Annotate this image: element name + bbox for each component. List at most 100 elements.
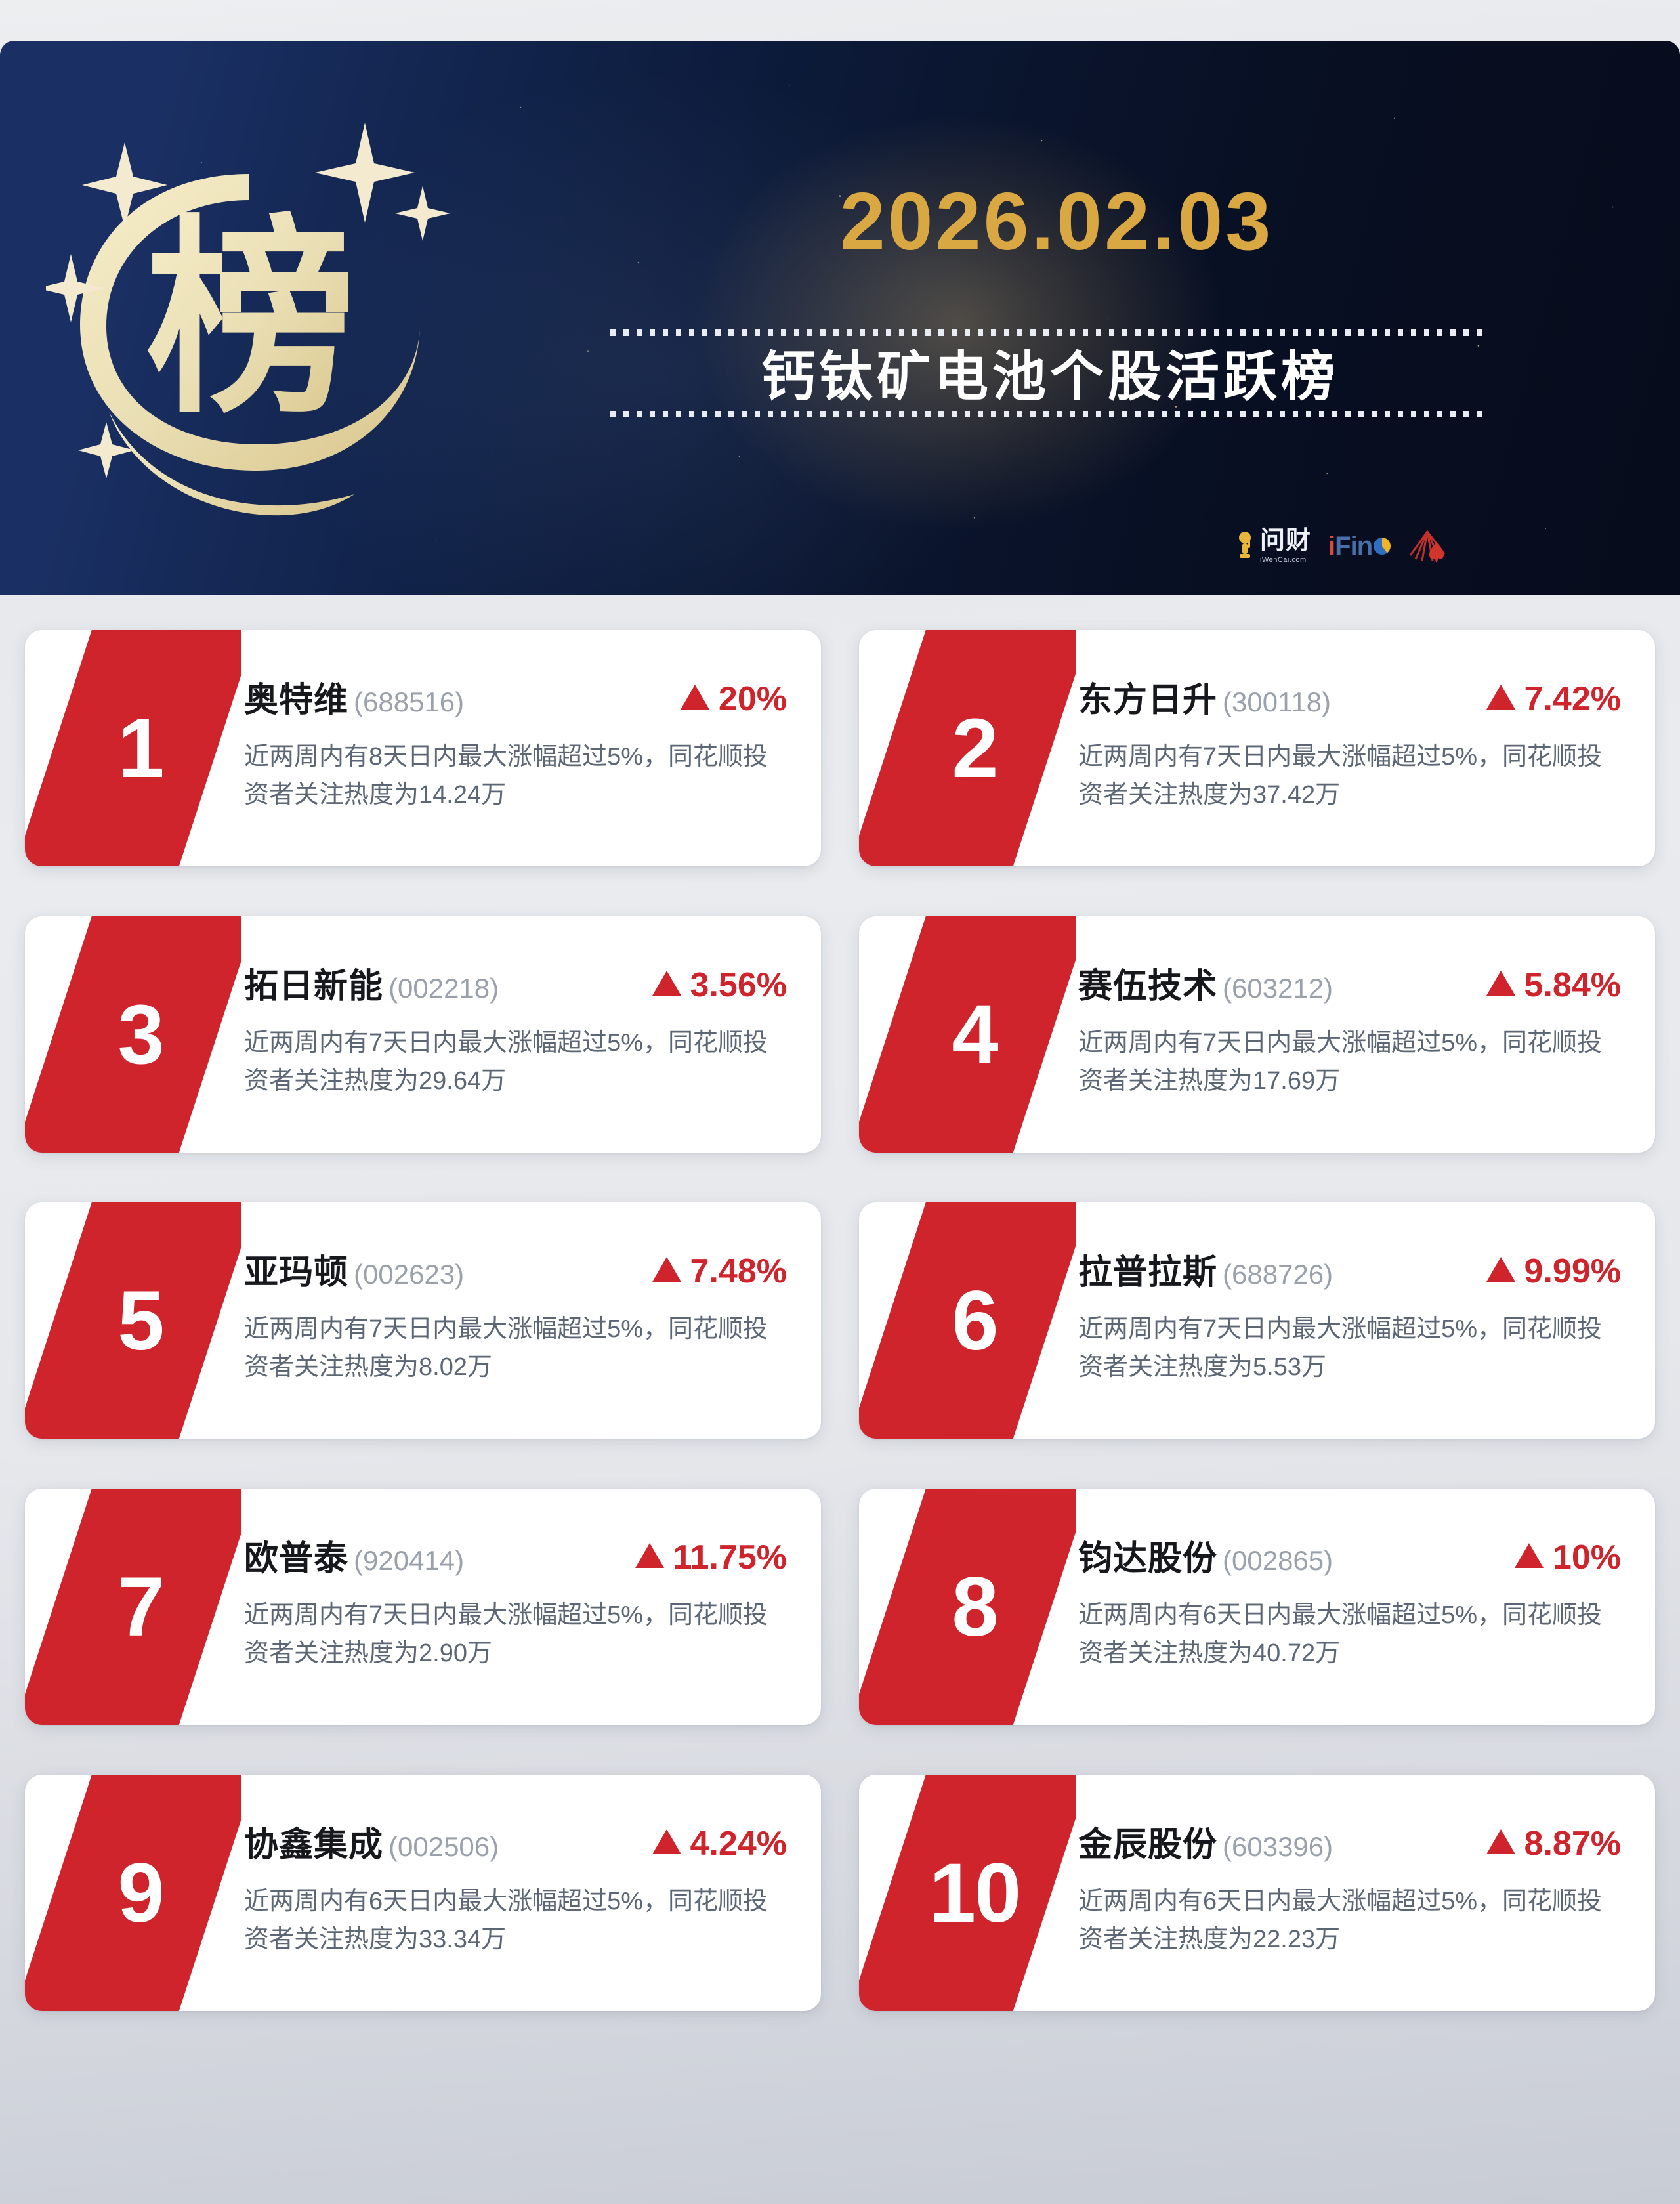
rank-number: 5 xyxy=(117,1273,164,1368)
change-percent: 4.24% xyxy=(652,1824,787,1863)
change-percent: 11.75% xyxy=(635,1538,788,1577)
change-percent: 7.48% xyxy=(652,1252,787,1291)
stock-code: (920414) xyxy=(354,1545,465,1576)
change-percent: 8.87% xyxy=(1486,1824,1621,1863)
rank-badge: 8 xyxy=(859,1489,1076,1725)
rank-card-body: 奥特维 (688516) 20% 近两周内有8天日内最大涨幅超过5%，同花顺投资者关注… xyxy=(242,630,821,866)
triangle-up-icon xyxy=(1486,1829,1515,1854)
stock-description: 近两周内有7天日内最大涨幅超过5%，同花顺投资者关注热度为8.02万 xyxy=(244,1315,768,1381)
stock-name[interactable]: 赛伍技术 xyxy=(1078,967,1218,1006)
change-value: 11.75% xyxy=(673,1538,788,1577)
triangle-up-icon xyxy=(680,685,709,710)
stock-description: 近两周内有7天日内最大涨幅超过5%，同花顺投资者关注热度为17.69万 xyxy=(1078,1029,1603,1095)
rank-card-body: 拉普拉斯 (688726) 9.99% 近两周内有7天日内最大涨幅超过5%，同花顺投资… xyxy=(1076,1202,1655,1439)
rank-badge: 4 xyxy=(859,916,1076,1153)
stock-name[interactable]: 钧达股份 xyxy=(1078,1540,1218,1578)
stock-name[interactable]: 协鑫集成 xyxy=(244,1826,384,1864)
ths-fan-logo-icon xyxy=(1409,530,1446,563)
rank-number: 1 xyxy=(117,701,164,795)
rank-card-body: 协鑫集成 (002506) 4.24% 近两周内有6天日内最大涨幅超过5%，同花顺投资… xyxy=(242,1775,821,2011)
wencai-logo-label: 问财 xyxy=(1260,527,1312,555)
rank-card[interactable]: 6 拉普拉斯 (688726) 9.99% 近两周内有7天日内最大涨幅超过5%，同花顺投… xyxy=(859,1202,1655,1439)
triangle-up-icon xyxy=(1486,685,1515,710)
stock-name[interactable]: 拉普拉斯 xyxy=(1078,1254,1218,1292)
stock-code: (603396) xyxy=(1223,1831,1334,1862)
change-percent: 10% xyxy=(1514,1538,1621,1577)
triangle-up-icon xyxy=(1486,1257,1515,1282)
stock-description: 近两周内有6天日内最大涨幅超过5%，同花顺投资者关注热度为40.72万 xyxy=(1078,1601,1603,1667)
ranking-badge-logo: 榜 xyxy=(37,103,453,536)
rank-card-body: 欧普泰 (920414) 11.75% 近两周内有7天日内最大涨幅超过5%，同花顺投资… xyxy=(242,1489,821,1725)
change-value: 10% xyxy=(1552,1538,1621,1577)
rank-number: 3 xyxy=(117,987,164,1082)
rank-card[interactable]: 7 欧普泰 (920414) 11.75% 近两周内有7天日内最大涨幅超过5%，同花顺投… xyxy=(25,1489,821,1725)
rank-badge: 5 xyxy=(25,1202,242,1439)
rank-card-header: 协鑫集成 (002506) 4.24% xyxy=(244,1817,787,1866)
rank-card-body: 钧达股份 (002865) 10% 近两周内有6天日内最大涨幅超过5%，同花顺投资者关… xyxy=(1076,1489,1655,1725)
stock-code: (002506) xyxy=(388,1831,499,1862)
stock-description: 近两周内有8天日内最大涨幅超过5%，同花顺投资者关注热度为14.24万 xyxy=(244,743,768,809)
rank-badge: 9 xyxy=(25,1775,242,2011)
rank-card[interactable]: 10 金辰股份 (603396) 8.87% 近两周内有6天日内最大涨幅超过5%，同花顺… xyxy=(859,1775,1655,2011)
rank-number: 2 xyxy=(952,701,998,795)
dotted-divider-bottom xyxy=(610,410,1490,417)
triangle-up-icon xyxy=(652,1257,681,1282)
stock-code: (002865) xyxy=(1223,1545,1334,1576)
banner-title: 钙钛矿电池个股活跃榜 xyxy=(761,347,1339,407)
change-value: 20% xyxy=(718,680,787,718)
rank-number: 10 xyxy=(929,1846,1021,1940)
rank-badge: 3 xyxy=(25,916,242,1153)
stock-name[interactable]: 欧普泰 xyxy=(244,1540,349,1578)
brand-logo-row: 问财 iWenCai.com i Fin xyxy=(1234,528,1448,564)
rank-badge: 7 xyxy=(25,1489,242,1725)
rank-card-header: 东方日升 (300118) 7.42% xyxy=(1078,672,1621,721)
change-value: 5.84% xyxy=(1524,966,1621,1004)
change-value: 4.24% xyxy=(690,1825,787,1863)
rank-card[interactable]: 8 钧达股份 (002865) 10% 近两周内有6天日内最大涨幅超过5%，同花顺投资者… xyxy=(859,1489,1655,1725)
banner-date: 2026.02.03 xyxy=(839,177,1274,267)
rank-card-header: 欧普泰 (920414) 11.75% xyxy=(244,1531,787,1580)
rank-badge: 2 xyxy=(859,630,1076,866)
stock-code: (002218) xyxy=(388,973,499,1004)
ifind-logo: i Fin xyxy=(1328,532,1391,561)
rank-card[interactable]: 2 东方日升 (300118) 7.42% 近两周内有7天日内最大涨幅超过5%，同花顺投… xyxy=(859,630,1655,866)
banner-title-block: 钙钛矿电池个股活跃榜 xyxy=(610,329,1490,417)
triangle-up-icon xyxy=(652,1829,681,1854)
dotted-divider-top xyxy=(610,329,1490,336)
rank-card-header: 拉普拉斯 (688726) 9.99% xyxy=(1078,1244,1621,1294)
stock-name[interactable]: 奥特维 xyxy=(244,681,349,719)
triangle-up-icon xyxy=(635,1543,664,1568)
change-percent: 9.99% xyxy=(1486,1252,1621,1291)
rank-card-header: 金辰股份 (603396) 8.87% xyxy=(1078,1817,1621,1866)
rank-card[interactable]: 3 拓日新能 (002218) 3.56% 近两周内有7天日内最大涨幅超过5%，同花顺投… xyxy=(25,916,821,1153)
stock-name[interactable]: 拓日新能 xyxy=(244,967,384,1006)
rank-card[interactable]: 5 亚玛顿 (002623) 7.48% 近两周内有7天日内最大涨幅超过5%，同花顺投资… xyxy=(25,1202,821,1439)
stock-description: 近两周内有6天日内最大涨幅超过5%，同花顺投资者关注热度为33.34万 xyxy=(244,1888,768,1953)
change-value: 3.56% xyxy=(690,966,787,1004)
rank-card[interactable]: 1 奥特维 (688516) 20% 近两周内有8天日内最大涨幅超过5%，同花顺投资者关… xyxy=(25,630,821,866)
change-percent: 5.84% xyxy=(1486,965,1621,1005)
rank-number: 8 xyxy=(952,1559,998,1654)
rank-number: 4 xyxy=(952,987,998,1082)
wencai-mascot-icon xyxy=(1239,532,1251,558)
stock-description: 近两周内有6天日内最大涨幅超过5%，同花顺投资者关注热度为22.23万 xyxy=(1078,1888,1603,1953)
rank-card[interactable]: 4 赛伍技术 (603212) 5.84% 近两周内有7天日内最大涨幅超过5%，同花顺投… xyxy=(859,916,1655,1153)
stock-code: (002623) xyxy=(354,1259,465,1290)
triangle-up-icon xyxy=(652,971,681,996)
stock-description: 近两周内有7天日内最大涨幅超过5%，同花顺投资者关注热度为29.64万 xyxy=(244,1029,768,1095)
stock-name[interactable]: 亚玛顿 xyxy=(244,1254,349,1292)
change-percent: 7.42% xyxy=(1486,679,1621,719)
stock-name[interactable]: 东方日升 xyxy=(1078,681,1218,719)
rank-badge: 1 xyxy=(25,630,242,866)
rank-card-body: 东方日升 (300118) 7.42% 近两周内有7天日内最大涨幅超过5%，同花顺投资… xyxy=(1076,630,1655,866)
stock-code: (688726) xyxy=(1223,1259,1334,1290)
rank-card[interactable]: 9 协鑫集成 (002506) 4.24% 近两周内有6天日内最大涨幅超过5%，同花顺投… xyxy=(25,1775,821,2011)
rank-card-grid: 1 奥特维 (688516) 20% 近两周内有8天日内最大涨幅超过5%，同花顺投资者关… xyxy=(0,630,1680,2011)
header-banner: 榜 2026.02.03 钙钛矿电池个股活跃榜 xyxy=(0,41,1680,595)
stock-name[interactable]: 金辰股份 xyxy=(1078,1826,1218,1864)
change-value: 9.99% xyxy=(1524,1252,1621,1290)
change-value: 8.87% xyxy=(1524,1825,1621,1863)
rank-number: 7 xyxy=(117,1559,164,1654)
rank-card-header: 奥特维 (688516) 20% xyxy=(244,672,787,721)
